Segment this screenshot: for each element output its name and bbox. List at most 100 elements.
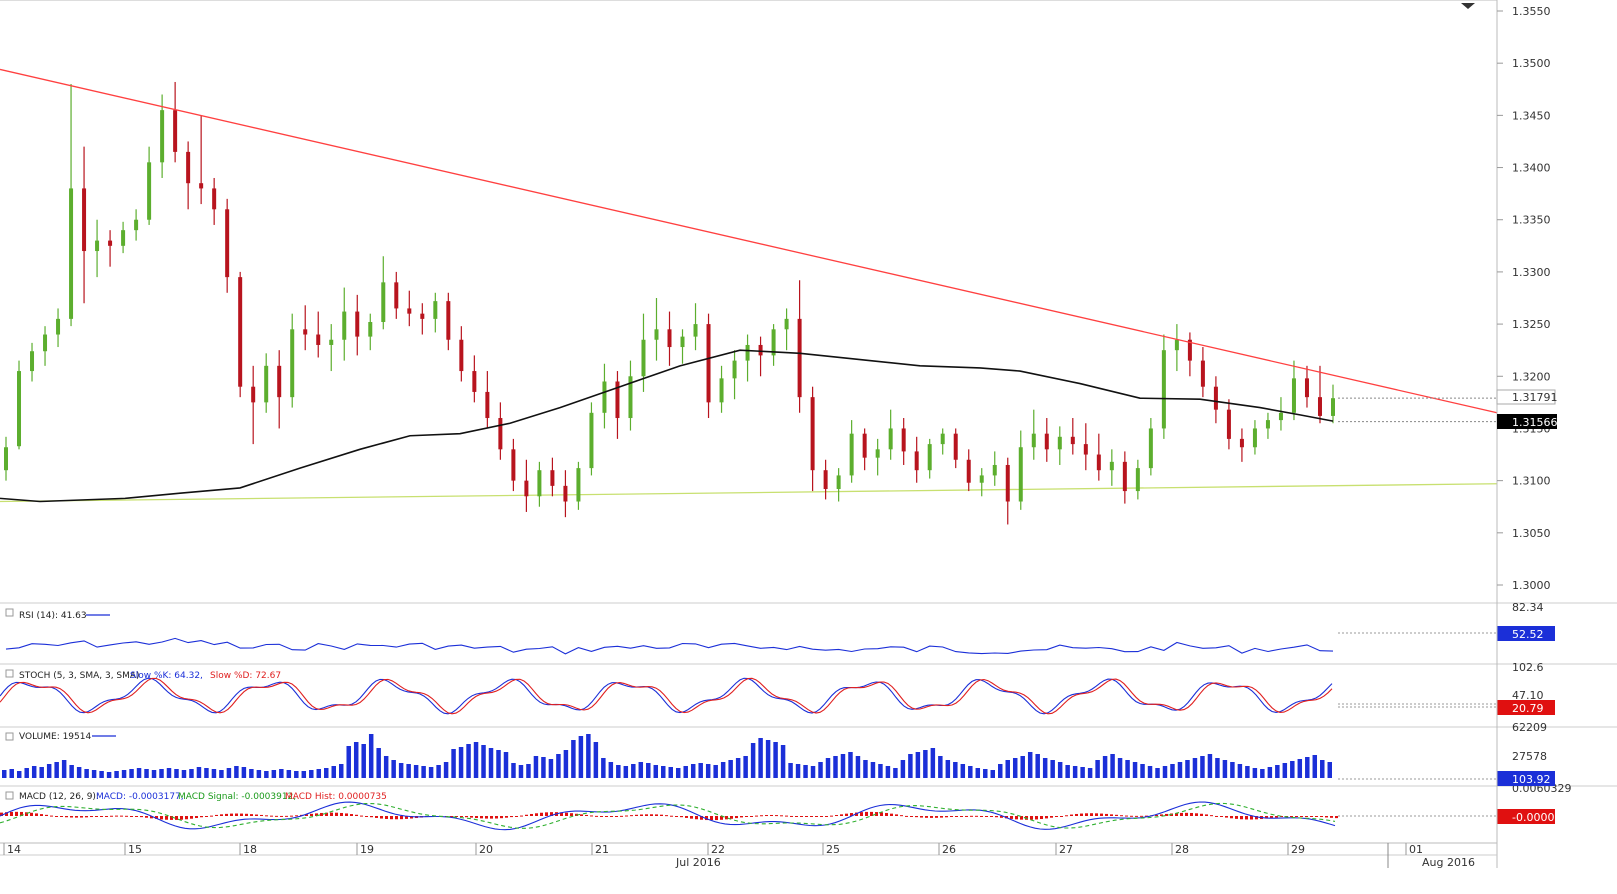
price-tick-label: 1.3450	[1512, 109, 1551, 122]
macd-hist-bar	[775, 815, 778, 817]
macd-hist-bar	[410, 816, 413, 819]
candle	[56, 308, 61, 348]
volume-axis-top: 62209	[1512, 721, 1547, 734]
volume-bar	[256, 770, 262, 778]
macd-hist-bar	[140, 816, 143, 818]
candle	[758, 336, 763, 377]
volume-bar	[279, 769, 284, 778]
macd-hist-bar	[220, 814, 223, 816]
volume-bar	[750, 743, 756, 778]
candle	[82, 146, 87, 304]
candle	[771, 324, 776, 366]
volume-bar	[623, 766, 629, 778]
stoch-axis-top: 102.6	[1512, 661, 1544, 674]
macd-hist-bar	[655, 814, 658, 816]
collapse-arrow-icon[interactable]	[1461, 3, 1475, 9]
volume-bar	[174, 769, 179, 778]
sma200-line	[0, 349, 1334, 503]
volume-bar	[1320, 760, 1325, 778]
macd-hist-bar	[1300, 816, 1303, 817]
macd-hist-bar	[835, 815, 838, 817]
volume-bar	[1245, 766, 1250, 778]
macd-hist-bar	[0, 812, 3, 816]
panel-close-icon[interactable]	[5, 608, 14, 617]
volume-bar	[675, 768, 681, 778]
price-tick-label: 1.3350	[1512, 214, 1551, 227]
candle	[654, 298, 659, 361]
candle	[745, 334, 750, 382]
candle	[316, 311, 321, 358]
candle	[381, 256, 386, 330]
date-tick-label: 26	[942, 843, 956, 856]
volume-bar	[496, 750, 501, 778]
price-tick-label: 1.3050	[1512, 527, 1551, 540]
volume-bar	[840, 754, 846, 778]
macd-hist-bar	[1210, 815, 1213, 817]
macd-hist-bar	[1030, 816, 1033, 820]
macd-hist-bar	[825, 816, 828, 817]
candle	[732, 350, 737, 400]
candle	[485, 371, 490, 429]
macd-hist-bar	[105, 815, 108, 817]
candle	[446, 292, 451, 351]
volume-value-tag: 103.92	[1497, 771, 1555, 786]
volume-label: VOLUME: 19514	[19, 732, 91, 742]
date-tick-labels: 14 15 18 19 20 21 22 25 26 27 28 29 01	[3, 843, 1423, 868]
volume-bar	[181, 770, 187, 778]
price-tick-label: 1.3500	[1512, 57, 1551, 70]
macd-hist-bar	[1045, 816, 1048, 819]
candle	[264, 353, 269, 413]
macd-hist-bar	[245, 813, 248, 816]
macd-hist-bar	[740, 816, 743, 818]
macd-hist-bar	[670, 815, 673, 817]
macd-hist-bar	[860, 812, 863, 816]
svg-text:-0.0000134: -0.0000134	[1512, 811, 1575, 824]
volume-bar	[765, 740, 771, 778]
macd-hist-bar	[790, 815, 793, 817]
panel-close-icon[interactable]	[5, 732, 14, 741]
volume-bar	[1125, 760, 1130, 778]
macd-hist-bar	[230, 813, 233, 816]
volume-bar	[930, 748, 936, 778]
volume-bar	[458, 747, 464, 778]
macd-hist-bar	[20, 811, 23, 816]
macd-hist-bar	[780, 815, 783, 817]
candle	[498, 402, 503, 460]
stoch-value-tag: 20.79	[1497, 700, 1555, 715]
volume-bar	[608, 762, 614, 778]
panel-close-icon[interactable]	[5, 669, 14, 678]
panel-close-icon[interactable]	[5, 791, 14, 800]
volume-bar	[436, 765, 441, 778]
rsi-line	[5, 637, 1334, 655]
macd-hist-bar	[290, 815, 293, 817]
candle	[225, 198, 230, 293]
volume-bar	[758, 738, 763, 778]
candle	[1057, 426, 1062, 465]
volume-bar	[1147, 766, 1153, 778]
volume-bar	[1200, 756, 1205, 778]
macd-hist-bar	[1105, 813, 1108, 816]
macd-hist-bar	[1190, 812, 1193, 816]
stoch-d-label: Slow %D: 72.67	[210, 671, 281, 681]
candle	[407, 290, 412, 327]
candle	[524, 459, 529, 512]
volume-bar	[833, 756, 838, 778]
macd-hist-bar	[1130, 815, 1133, 817]
candle	[1174, 324, 1179, 372]
volume-bar	[601, 758, 606, 778]
volume-bar	[204, 768, 209, 778]
ma-price-label: 1.31566	[1512, 416, 1558, 429]
indicator-panels: RSI (14): 41.63 STOCH (5, 3, SMA, 3, SMA)…	[0, 601, 1617, 831]
candle	[1122, 451, 1127, 504]
macd-hist-bar	[460, 816, 463, 817]
macd-hist-bar	[675, 816, 678, 817]
macd-hist-bar	[15, 811, 18, 816]
candle	[888, 409, 893, 460]
macd-label: MACD (12, 26, 9):	[19, 792, 99, 802]
macd-hist-bar	[455, 816, 458, 817]
candle	[849, 420, 854, 483]
volume-bar	[99, 771, 104, 778]
macd-hist-bar	[1135, 815, 1138, 817]
volume-bar	[683, 766, 688, 778]
